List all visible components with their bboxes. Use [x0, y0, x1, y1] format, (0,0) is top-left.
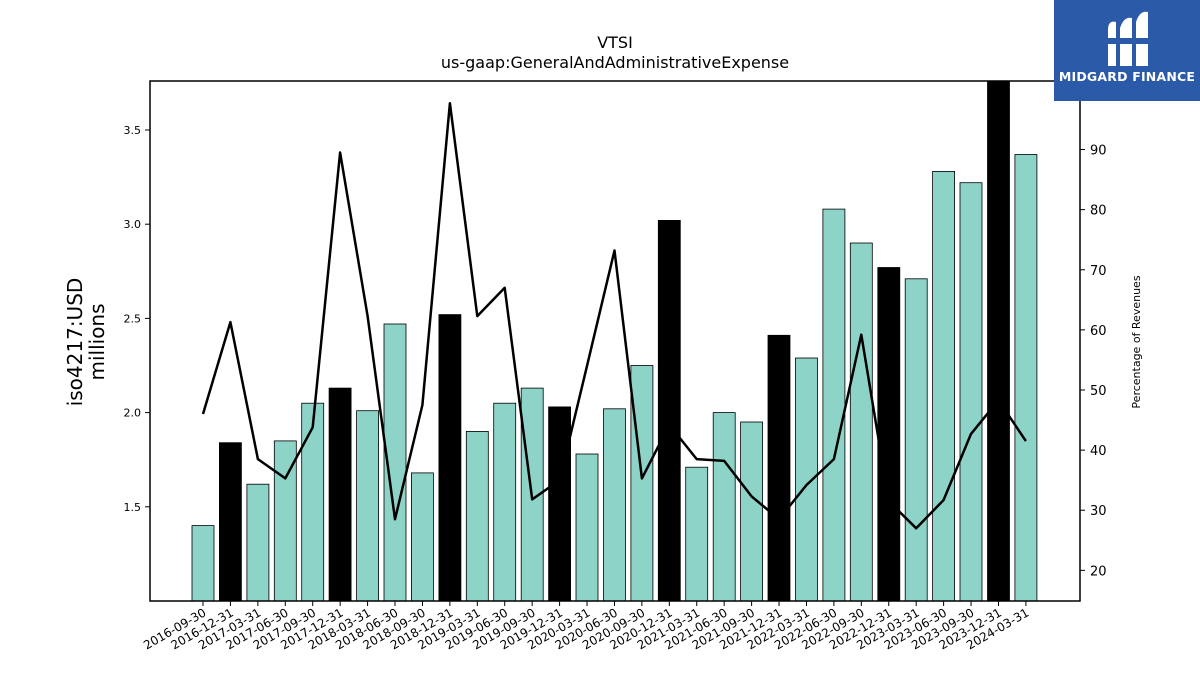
- bar: [740, 421, 763, 602]
- bar: [849, 242, 873, 602]
- bar: [191, 525, 215, 602]
- left-tick-label: 1.5: [124, 501, 142, 514]
- bar: [410, 472, 434, 602]
- right-axis-label: Percentage of Revenues: [1130, 275, 1143, 408]
- bar: [218, 442, 242, 602]
- bar: [548, 406, 571, 602]
- left-axis-label-line2: millions: [85, 303, 109, 380]
- plot-frame: [149, 80, 1081, 602]
- right-tick-label: 60: [1090, 324, 1107, 339]
- left-tick-label: 3.5: [124, 124, 142, 137]
- bar: [1014, 154, 1038, 602]
- left-y-axis: 1.5 2.0 2.5 3.0 3.5: [124, 124, 150, 514]
- bar: [767, 334, 791, 602]
- right-tick-label: 50: [1090, 384, 1107, 399]
- logo-text: MIDGARD FINANCE: [1058, 69, 1196, 84]
- bar: [877, 267, 901, 602]
- bar: [438, 314, 462, 602]
- chart-title: VTSI: [597, 33, 633, 52]
- bar: [493, 402, 517, 602]
- bar: [630, 365, 654, 602]
- left-tick-label: 3.0: [124, 218, 142, 231]
- right-tick-label: 30: [1090, 504, 1107, 519]
- brand-logo: MIDGARD FINANCE: [1054, 0, 1200, 101]
- bar: [328, 387, 352, 602]
- bar: [959, 182, 983, 602]
- bar: [246, 483, 270, 602]
- bar: [822, 208, 846, 602]
- bar: [465, 430, 489, 602]
- right-tick-label: 70: [1090, 264, 1107, 279]
- bar: [657, 219, 681, 602]
- right-tick-label: 90: [1090, 144, 1107, 159]
- bar: [712, 412, 736, 602]
- bar: [795, 357, 818, 602]
- right-tick-label: 40: [1090, 444, 1107, 459]
- bar: [575, 453, 599, 602]
- bar-series: [191, 80, 1038, 602]
- left-axis-label: iso4217:USD millions: [63, 278, 109, 407]
- line-series: [201, 101, 1027, 530]
- bar: [356, 410, 380, 602]
- left-tick-label: 2.0: [124, 407, 142, 420]
- bar: [904, 278, 928, 602]
- chart-subtitle: us-gaap:GeneralAndAdministrativeExpense: [441, 53, 789, 72]
- x-axis: 2016-09-302016-12-312017-03-312017-06-30…: [141, 601, 1031, 652]
- bar: [932, 170, 955, 602]
- bar: [685, 466, 709, 602]
- right-tick-label: 80: [1090, 204, 1107, 219]
- bar: [301, 402, 325, 602]
- left-axis-label-line1: iso4217:USD: [63, 278, 87, 407]
- bar: [987, 80, 1010, 602]
- right-tick-label: 20: [1090, 564, 1107, 579]
- left-tick-label: 2.5: [124, 312, 142, 325]
- right-y-axis: 20 30 40 50 60 70 80 90: [1080, 144, 1107, 579]
- logo-mark-icon: [1102, 11, 1154, 66]
- bar: [603, 408, 626, 602]
